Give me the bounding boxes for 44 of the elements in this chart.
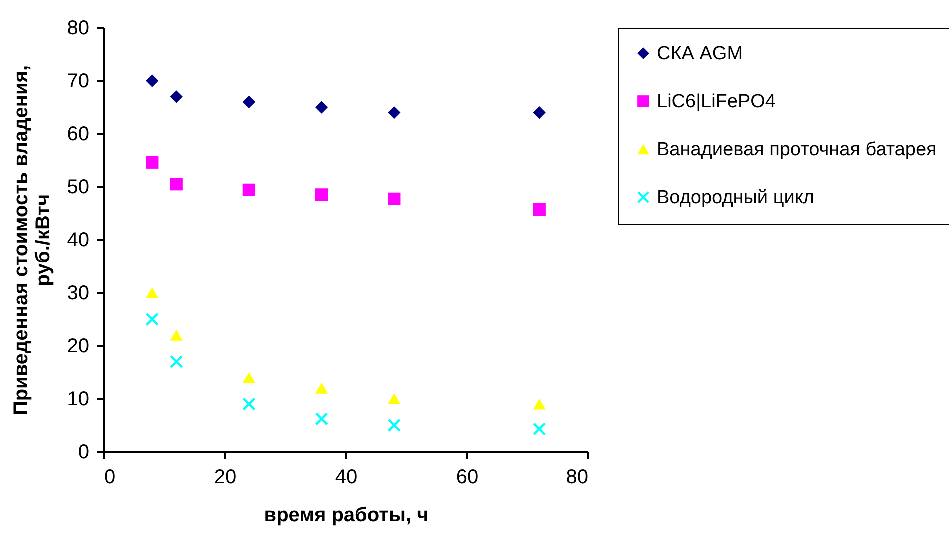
point [533, 106, 546, 120]
y-tick-label: 80 [67, 18, 90, 40]
point [146, 156, 159, 169]
legend-label: LiC6|LiFePO4 [657, 92, 776, 112]
y-tick-label: 60 [67, 124, 90, 146]
point [315, 382, 328, 394]
x-tick-label: 80 [566, 466, 588, 488]
point [242, 398, 256, 411]
point [242, 96, 256, 109]
x-tick-label: 40 [335, 466, 358, 488]
legend-label: СКА AGM [657, 44, 744, 64]
point [533, 422, 546, 436]
x-tick-label: 0 [104, 466, 116, 488]
point [388, 192, 401, 206]
point [170, 356, 183, 368]
y-tick-label: 40 [67, 230, 90, 252]
y-tick-label: 10 [67, 388, 90, 410]
point [533, 203, 546, 216]
x-tick-label: 60 [456, 466, 479, 488]
point [170, 178, 183, 191]
x-tick-label: 20 [214, 466, 237, 488]
point [388, 419, 401, 432]
y-tick-label: 20 [67, 336, 90, 358]
point [242, 372, 256, 384]
point [170, 90, 183, 104]
y-axis-title: Приведенная стоимость владения, руб./кВтч [10, 65, 54, 416]
point [146, 288, 159, 298]
legend-label: Водородный цикл [657, 188, 814, 208]
y-tick-label: 30 [67, 282, 90, 304]
point [388, 394, 401, 404]
point [315, 188, 328, 202]
legend-label: Ванадиевая проточная батарея [657, 140, 937, 160]
point [315, 101, 328, 114]
point [146, 74, 159, 88]
point [533, 398, 546, 410]
y-tick-label: 70 [67, 70, 90, 92]
y-tick-label: 0 [78, 442, 90, 464]
point [388, 106, 401, 120]
x-axis-title: время работы, ч [264, 504, 429, 526]
point [242, 184, 256, 197]
point [170, 330, 183, 341]
point [315, 412, 328, 426]
point [146, 313, 159, 326]
y-tick-label: 50 [67, 176, 90, 198]
